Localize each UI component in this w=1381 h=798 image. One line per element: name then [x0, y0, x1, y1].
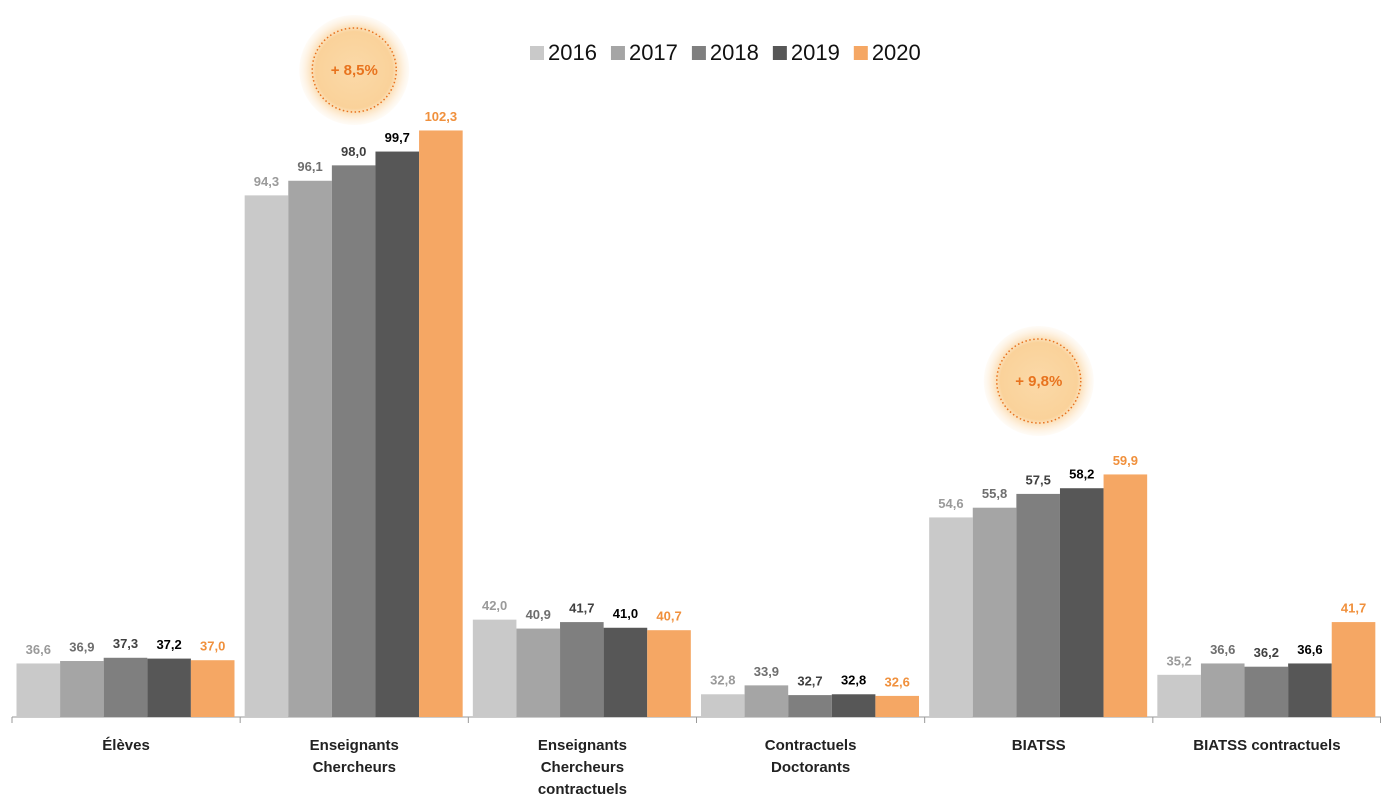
x-tick-label: contractuels: [538, 781, 627, 798]
legend-label: 2020: [872, 40, 921, 65]
value-label: 41,7: [569, 601, 594, 616]
value-label: 33,9: [754, 664, 779, 679]
value-label: 36,9: [69, 639, 94, 654]
bar: [331, 165, 376, 718]
bar: [16, 663, 61, 717]
value-label: 102,3: [425, 109, 458, 124]
legend-swatch: [691, 46, 706, 60]
bar: [419, 130, 463, 717]
bar: [1059, 488, 1104, 717]
bar: [701, 694, 745, 717]
bar: [103, 657, 148, 717]
bar: [1157, 674, 1201, 717]
value-label: 36,6: [1210, 642, 1235, 657]
legend-label: 2019: [791, 40, 840, 65]
value-label: 36,2: [1254, 645, 1279, 660]
bar: [244, 195, 289, 717]
annotation-text: + 9,8%: [1015, 373, 1062, 390]
value-label: 40,9: [526, 607, 551, 622]
value-label: 55,8: [982, 486, 1007, 501]
bar: [472, 619, 517, 717]
bar: [1016, 493, 1060, 717]
bar: [1331, 622, 1376, 717]
value-label: 96,1: [297, 159, 322, 174]
bar: [60, 661, 104, 717]
bar: [744, 685, 789, 717]
bar: [1200, 663, 1245, 717]
value-label: 37,2: [156, 637, 181, 652]
annotation-ring: [311, 27, 397, 113]
x-tick-label: Chercheurs: [313, 759, 396, 776]
value-label: 40,7: [656, 609, 681, 624]
value-label: 36,6: [1297, 642, 1322, 657]
x-tick-label: Doctorants: [771, 759, 850, 776]
value-label: 98,0: [341, 144, 366, 159]
bar: [1244, 666, 1289, 717]
annotation-glow: [299, 15, 410, 125]
bar: [375, 151, 420, 718]
value-label: 54,6: [938, 496, 963, 511]
value-label: 59,9: [1113, 453, 1138, 468]
bar: [560, 622, 604, 717]
bar: [516, 628, 561, 717]
value-label: 41,7: [1341, 601, 1366, 616]
value-label: 58,2: [1069, 467, 1094, 482]
legend-swatch: [610, 46, 625, 60]
x-tick-label: Enseignants: [310, 737, 399, 754]
x-tick-label: BIATSS: [1012, 737, 1066, 754]
value-label: 36,6: [26, 642, 51, 657]
annotation-text: + 8,5%: [331, 62, 378, 79]
x-tick-label: BIATSS contractuels: [1193, 737, 1340, 754]
legend-label: 2017: [629, 40, 678, 65]
value-label: 57,5: [1026, 472, 1051, 487]
bar: [190, 660, 235, 717]
value-label: 35,2: [1166, 653, 1191, 668]
bar: [603, 627, 648, 717]
value-label: 32,7: [797, 674, 822, 689]
x-tick-label: Chercheurs: [541, 759, 624, 776]
legend-swatch: [530, 46, 544, 60]
bar: [147, 658, 191, 717]
value-label: 37,3: [113, 636, 138, 651]
bar: [875, 695, 919, 717]
legend-swatch: [853, 46, 868, 60]
x-tick-label: Enseignants: [538, 737, 627, 754]
legend-swatch: [772, 46, 787, 60]
bar: [929, 517, 973, 717]
value-label: 32,6: [885, 674, 910, 689]
value-label: 99,7: [385, 130, 410, 145]
bar: [831, 694, 876, 717]
bar: [788, 695, 832, 717]
bar: [1103, 474, 1148, 717]
value-label: 32,8: [841, 673, 866, 688]
legend-label: 2016: [548, 40, 597, 65]
legend-label: 2018: [710, 40, 759, 65]
bar: [288, 180, 332, 718]
value-label: 42,0: [482, 598, 507, 613]
bar: [972, 507, 1017, 717]
x-tick-label: Contractuels: [765, 737, 857, 754]
value-label: 41,0: [613, 606, 638, 621]
bar: [647, 630, 691, 717]
value-label: 94,3: [254, 174, 279, 189]
annotation-glow: [983, 326, 1094, 436]
bar: [1288, 663, 1332, 717]
annotation-ring: [996, 338, 1082, 424]
value-label: 37,0: [200, 639, 225, 654]
value-label: 32,8: [710, 673, 735, 688]
x-tick-label: Élèves: [102, 737, 150, 754]
